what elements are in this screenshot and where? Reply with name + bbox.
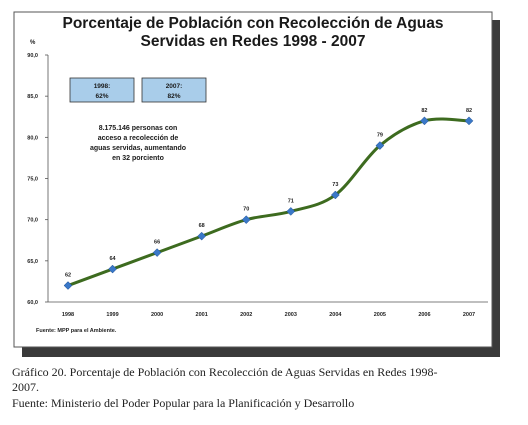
info-box-2007-background <box>141 77 207 103</box>
data-marker <box>63 281 73 290</box>
data-label: 79 <box>377 133 383 139</box>
chart-frame <box>13 11 493 348</box>
data-marker <box>420 116 429 126</box>
x-tick-label: 2004 <box>329 312 342 318</box>
y-tick-label: 90,0 <box>27 53 38 59</box>
data-label: 82 <box>466 108 472 114</box>
figure-source-line: Fuente: Ministerio del Poder Popular par… <box>12 396 355 410</box>
x-tick-label: 1999 <box>106 312 118 318</box>
data-label: 66 <box>154 240 160 246</box>
data-marker <box>330 190 340 200</box>
data-marker <box>108 264 117 274</box>
x-tick-label: 2002 <box>240 312 252 318</box>
x-tick-label: 2001 <box>196 312 208 318</box>
x-tick-label: 1998 <box>62 312 74 318</box>
figure-caption-line-2: 2007. <box>12 380 39 394</box>
info-box-1998-year: 1998: <box>94 83 111 90</box>
x-tick-label: 2006 <box>418 312 430 318</box>
data-label: 68 <box>199 223 205 229</box>
info-box-1998-background <box>69 77 135 103</box>
annotation-line-4: en 32 porciento <box>112 155 164 162</box>
info-box-2007-value: 82% <box>167 93 180 100</box>
y-axis-unit-label: % <box>30 40 36 46</box>
data-marker <box>375 141 385 150</box>
y-tick-label: 75,0 <box>27 177 38 183</box>
data-markers <box>63 116 474 290</box>
info-box-1998: 1998: 62% <box>69 77 135 103</box>
data-label: 71 <box>288 198 294 204</box>
figure-caption-line-1: Gráfico 20. Porcentaje de Población con … <box>12 365 438 379</box>
chart-source: Fuente: MPP para el Ambiente. <box>36 328 117 334</box>
chart-title-line-2: Servidas en Redes 1998 - 2007 <box>141 33 366 50</box>
x-tick-label: 2007 <box>463 312 475 318</box>
data-marker <box>286 207 296 216</box>
annotation-line-1: 8.175.146 personas con <box>99 125 178 132</box>
y-tick-label: 80,0 <box>27 135 38 141</box>
data-marker <box>197 231 207 241</box>
y-tick-labels: 60,0 65,0 70,0 75,0 80,0 85,0 90,0 <box>27 53 48 306</box>
data-marker <box>464 116 474 126</box>
data-label: 82 <box>421 108 427 114</box>
data-marker <box>241 215 251 225</box>
data-marker <box>152 248 162 257</box>
x-tick-label: 2005 <box>374 312 386 318</box>
y-tick-label: 70,0 <box>27 218 38 224</box>
annotation-line-3: aguas servidas, aumentando <box>90 145 186 152</box>
info-box-2007: 2007: 82% <box>141 77 207 103</box>
series-line <box>66 117 471 288</box>
data-labels: 62 64 66 68 70 71 73 79 82 82 <box>65 108 472 279</box>
data-label: 70 <box>243 207 249 213</box>
x-tick-label: 2000 <box>151 312 163 318</box>
x-tick-labels: 1998 1999 2000 2001 2002 2003 2004 2005 2006 2007 <box>62 312 475 318</box>
y-tick-label: 65,0 <box>27 259 38 265</box>
data-label: 64 <box>109 256 116 262</box>
chart-title-line-1: Porcentaje de Población con Recolección … <box>63 15 444 32</box>
x-tick-label: 2003 <box>285 312 297 318</box>
annotation-line-2: acceso a recolección de <box>98 135 179 142</box>
y-tick-label: 85,0 <box>27 94 38 100</box>
annotation-note: 8.175.146 personas con acceso a recolecc… <box>90 125 186 162</box>
info-box-1998-value: 62% <box>95 93 108 100</box>
info-box-2007-year: 2007: <box>166 83 183 90</box>
y-tick-label: 60,0 <box>27 300 38 306</box>
data-label: 62 <box>65 273 71 279</box>
data-label: 73 <box>332 182 338 188</box>
